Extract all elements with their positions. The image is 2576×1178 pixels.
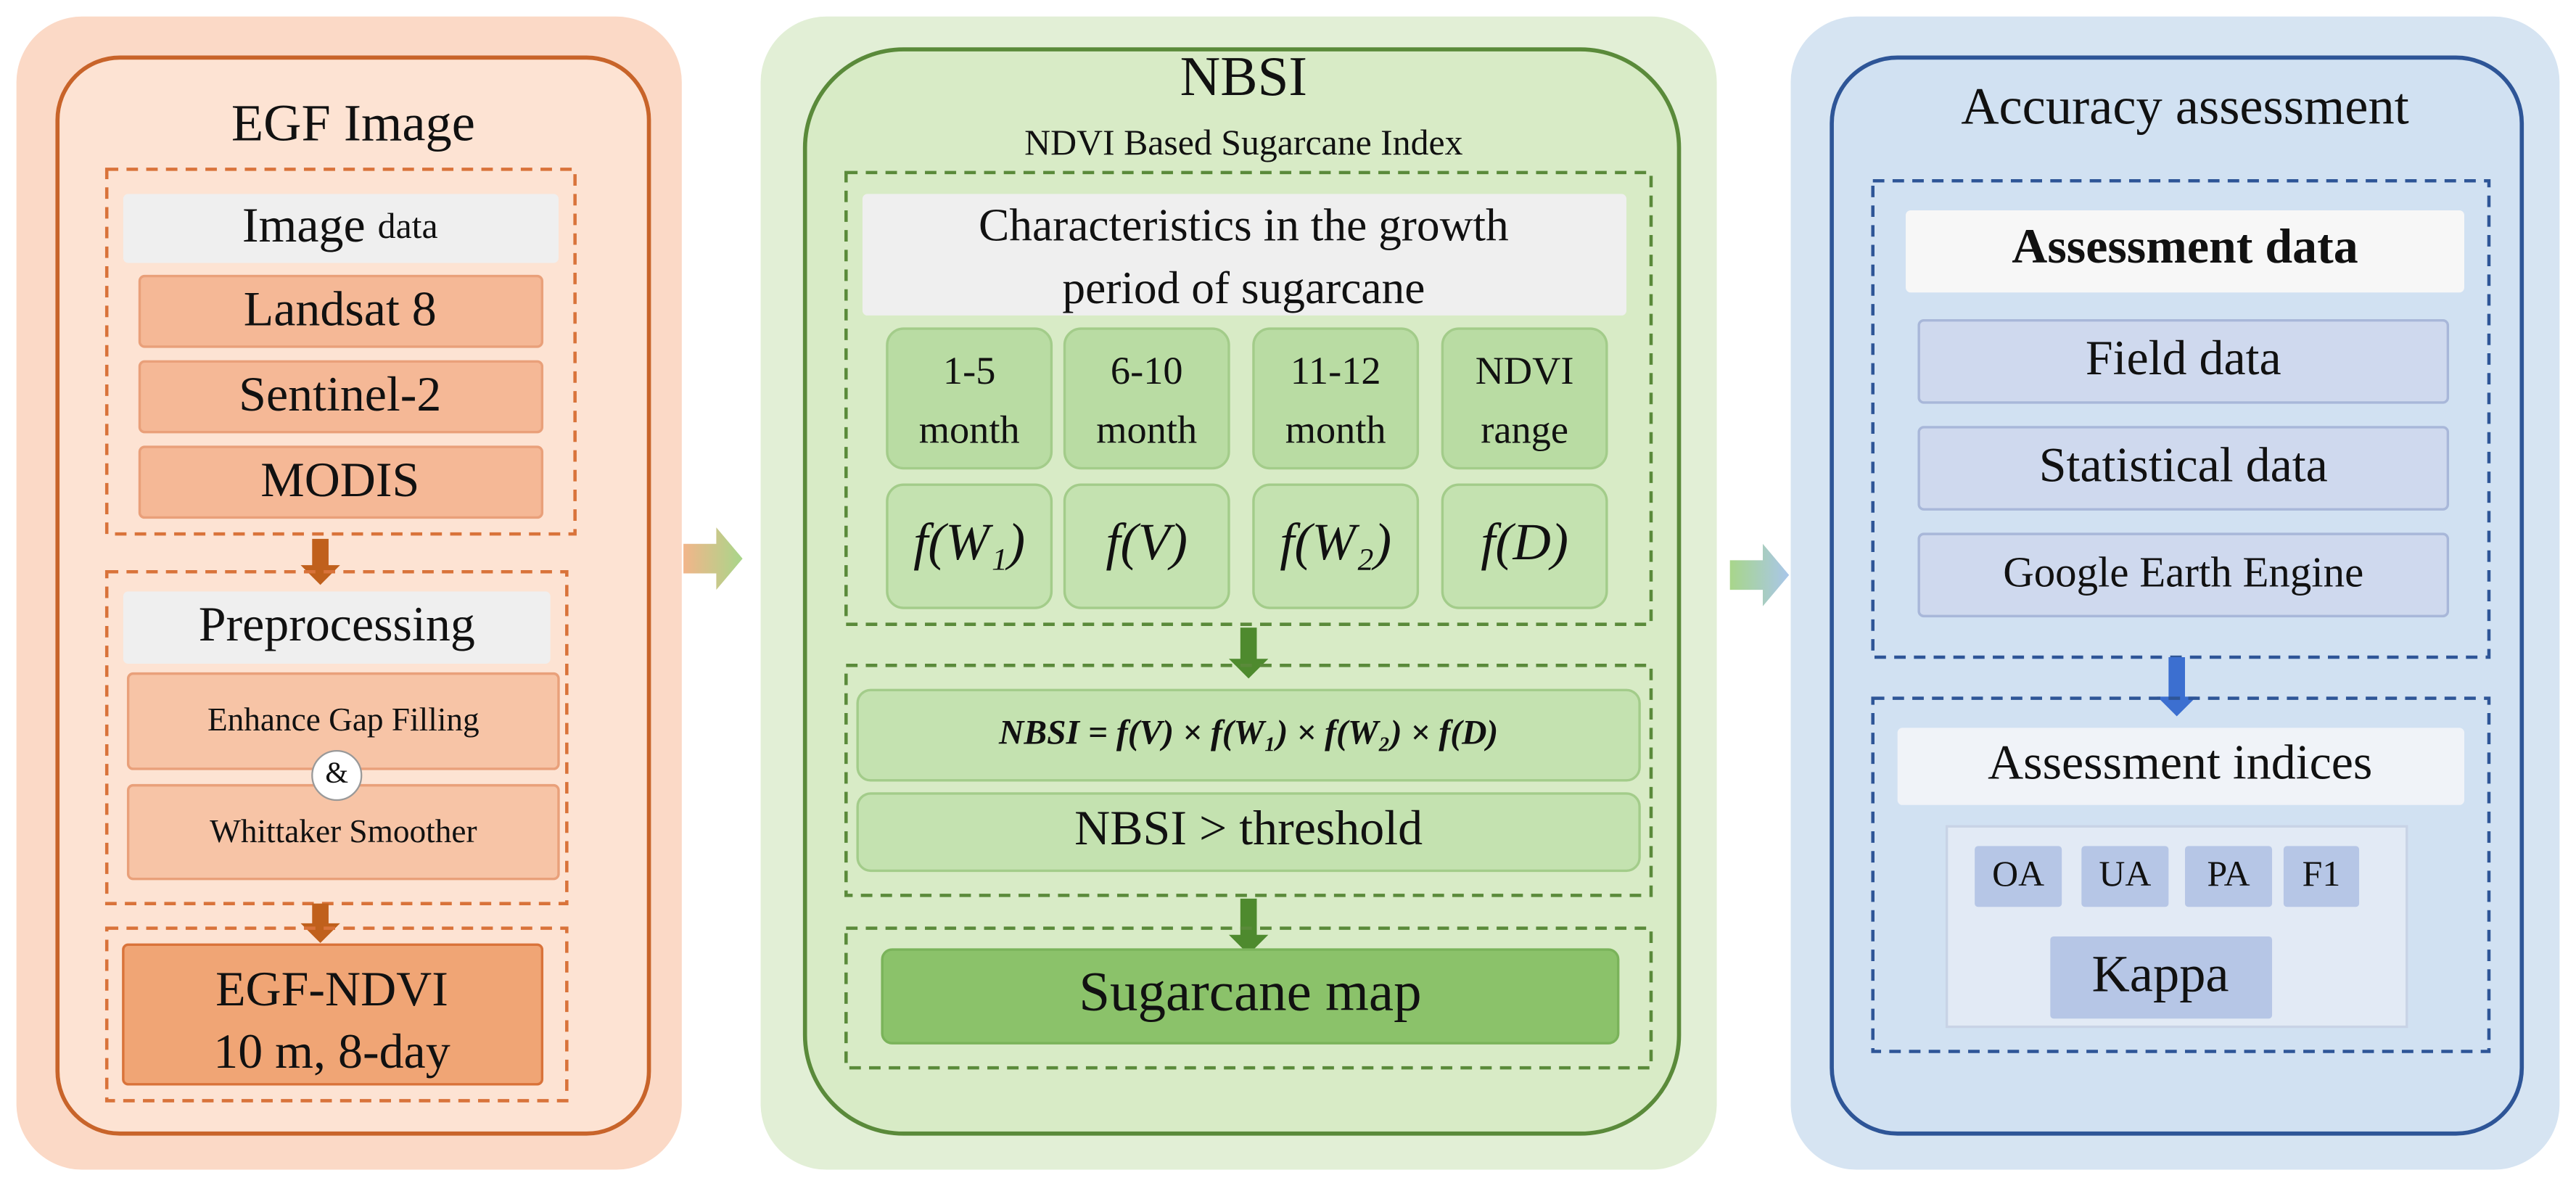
data-box [1917,319,2450,404]
function-box [1252,483,1420,609]
index-label: UA [2099,854,2151,894]
data-label: Statistical data [2039,437,2328,492]
period-box [1441,327,1608,470]
panel-title: Accuracy assessment [1961,77,2409,136]
period-label: month [919,408,1020,451]
section-header [862,194,1627,316]
output-box [122,943,544,1086]
function-box [1441,483,1608,609]
process-label: Whittaker Smoother [210,813,477,849]
index-box [2081,846,2169,907]
panel-title: EGF Image [231,93,475,152]
panel-title: NBSI [1180,45,1307,107]
function-label: f(W₂) [1280,512,1391,571]
section-header-text: period of sugarcane [1062,262,1425,313]
dashed-group [844,664,1653,897]
index-label: OA [1992,854,2044,894]
function-label: f(W₁) [913,512,1025,571]
period-box [1252,327,1420,470]
threshold-label: NBSI > threshold [1074,800,1423,855]
section-header-text: Preprocessing [199,596,475,651]
data-source-label: Sentinel-2 [239,366,441,421]
data-label: Google Earth Engine [2003,549,2363,596]
process-label: Enhance Gap Filling [207,701,480,738]
index-box [2283,846,2360,907]
header-main: Image [242,197,366,252]
function-box [886,483,1053,609]
dashed-group [844,170,1653,626]
arrow [300,903,340,944]
connector-label: & [325,756,348,788]
arrow [1729,543,1790,606]
period-box [1063,327,1230,470]
panel-subtitle: NDVI Based Sugarcane Index [1024,123,1463,162]
output-label: EGF-NDVI [215,961,448,1016]
section-header-text: Characteristics in the growth [979,199,1509,251]
section-header [1906,210,2465,293]
arrow [1228,627,1269,679]
data-box [1917,532,2450,618]
index-label: Kappa [2091,944,2229,1002]
period-label: NDVI [1476,349,1574,392]
connector-circle [311,749,363,802]
data-source-label: MODIS [260,452,419,507]
period-label: month [1096,408,1197,451]
output-box [881,948,1620,1045]
threshold-box [856,792,1641,873]
data-source-box [138,360,544,434]
section-header-text: Assessment data [2012,218,2358,273]
index-box [1975,846,2062,907]
dashed-group [1871,696,2491,1053]
section-header [1897,728,2465,805]
period-label: 6-10 [1111,349,1183,392]
data-source-label: Landsat 8 [244,281,437,336]
index-label: F1 [2303,854,2341,894]
section-header-text: Image data [242,197,438,252]
function-label: f(V) [1106,512,1188,571]
index-box [2185,846,2273,907]
output-label: 10 m, 8-day [213,1023,450,1079]
dashed-group [844,926,1653,1070]
period-label: 11-12 [1291,349,1381,392]
formula-box [856,688,1641,782]
period-label: 1-5 [943,349,995,392]
data-box [1917,426,2450,511]
period-label: month [1285,408,1386,451]
data-source-box [138,274,544,348]
data-label: Field data [2086,330,2281,385]
header-suffix: data [378,207,438,247]
index-box [2050,936,2273,1019]
section-header [123,591,551,664]
index-label: PA [2207,854,2250,894]
data-source-box [138,445,544,519]
arrow [683,527,743,590]
output-label: Sugarcane map [1079,960,1421,1022]
function-label: f(D) [1481,512,1568,571]
period-label: range [1481,408,1568,451]
section-header-text: Assessment indices [1988,734,2372,789]
formula-label: NBSI = f(V) × f(W₁) × f(W₂) × f(D) [998,714,1498,752]
function-box [1063,483,1230,609]
period-box [886,327,1053,470]
section-header [123,194,559,263]
arrow [2157,656,2197,717]
dashed-group [104,168,577,536]
